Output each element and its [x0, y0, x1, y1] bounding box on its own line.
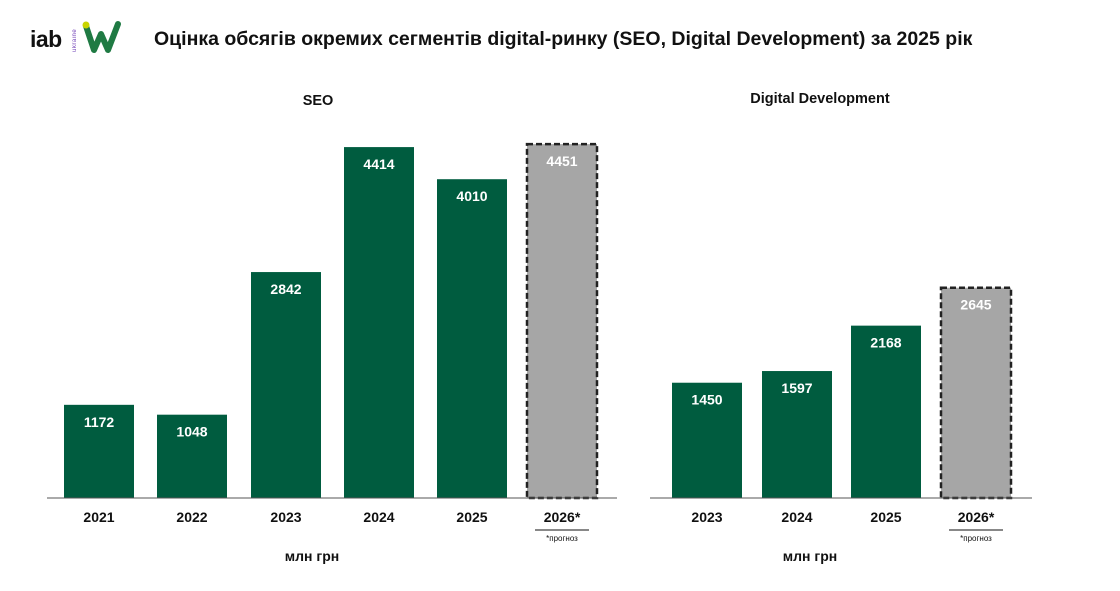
forecast-bar: [939, 286, 1013, 500]
forecast-note: *прогноз: [546, 534, 578, 543]
x-tick-label: 2025: [870, 509, 901, 525]
forecast-bar: [525, 142, 599, 500]
value-label: 2645: [960, 297, 991, 313]
bar: [672, 382, 742, 498]
x-tick-label: 2026*: [958, 509, 995, 525]
value-label: 4414: [363, 156, 394, 172]
value-label: 2168: [870, 335, 901, 351]
bar: [851, 325, 921, 498]
bar: [251, 272, 321, 498]
x-tick-label: 2025: [456, 509, 487, 525]
unit-label: млн грн: [783, 548, 837, 564]
value-label: 1450: [691, 392, 722, 408]
value-label: 1172: [84, 414, 115, 430]
bar: [437, 179, 507, 498]
x-tick-label: 2024: [781, 509, 812, 525]
x-tick-label: 2023: [691, 509, 722, 525]
value-label: 1597: [781, 380, 812, 396]
value-label: 4451: [546, 153, 577, 169]
unit-label: млн грн: [285, 548, 339, 564]
x-tick-label: 2022: [176, 509, 207, 525]
chart-title: SEO: [303, 93, 334, 109]
header: iab ukraine Оцінка обсягів окремих сегме…: [30, 18, 1110, 58]
chart-title: Digital Development: [750, 91, 890, 107]
bar: [762, 371, 832, 498]
value-label: 4010: [456, 188, 487, 204]
bar: [157, 414, 227, 498]
bar: [64, 404, 134, 498]
x-tick-label: 2026*: [544, 509, 581, 525]
x-tick-label: 2024: [363, 509, 394, 525]
forecast-note: *прогноз: [960, 534, 992, 543]
iab-logo-text: iab: [30, 26, 62, 52]
page-title: Оцінка обсягів окремих сегментів digital…: [154, 28, 973, 50]
w-logo-icon: [82, 21, 121, 53]
x-tick-label: 2023: [270, 509, 301, 525]
value-label: 2842: [270, 281, 301, 297]
bar: [344, 147, 414, 498]
value-label: 1048: [176, 424, 207, 440]
x-tick-label: 2021: [83, 509, 114, 525]
